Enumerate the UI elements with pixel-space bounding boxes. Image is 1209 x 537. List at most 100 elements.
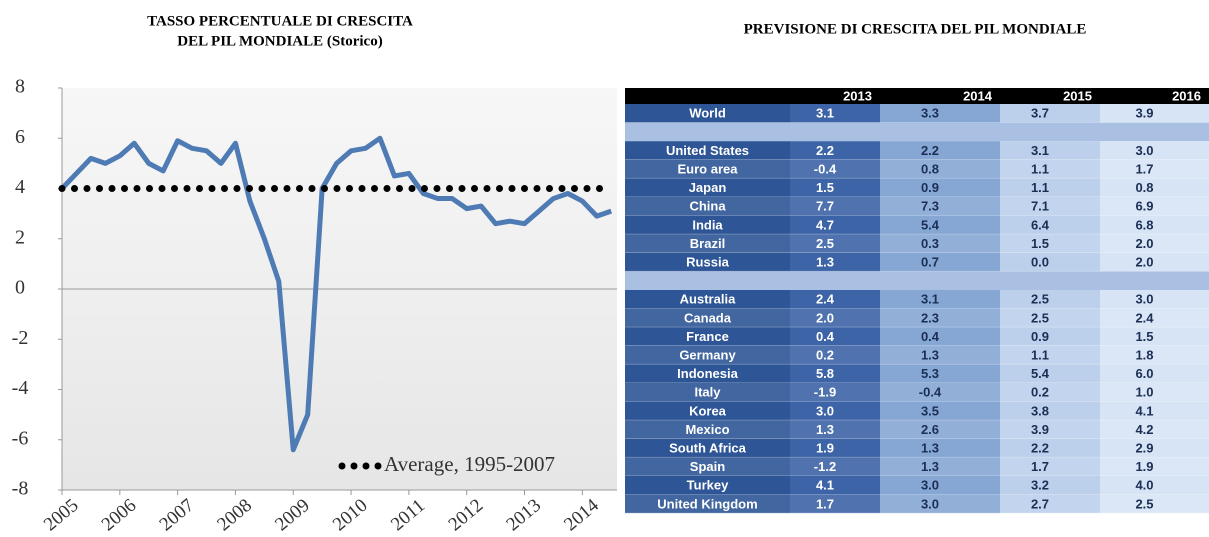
y-tick-label: 8	[15, 76, 25, 98]
cell-value: -1.2	[814, 459, 836, 474]
cell-value: 1.7	[1135, 162, 1153, 177]
cell-value: 3.3	[921, 106, 939, 121]
y-tick-label: -2	[12, 327, 29, 349]
cell-bg	[625, 420, 790, 439]
cell-bg	[880, 476, 1000, 495]
cell-value: 3.5	[921, 403, 939, 418]
cell-bg	[625, 327, 790, 346]
column-header: 2014	[963, 88, 993, 103]
cell-value: 3.2	[1031, 478, 1049, 493]
cell-value: 1.5	[1135, 329, 1153, 344]
cell-bg	[880, 290, 1000, 309]
row-label: Euro area	[678, 162, 739, 177]
cell-value: 3.1	[921, 292, 939, 307]
cell-value: 1.1	[1031, 348, 1049, 363]
cell-value: 0.8	[1135, 180, 1153, 195]
cell-value: 6.8	[1135, 217, 1153, 232]
cell-bg	[625, 457, 790, 476]
cell-value: 0.9	[1031, 329, 1049, 344]
cell-bg	[880, 159, 1000, 179]
row-label: World	[689, 106, 726, 121]
cell-value: 7.3	[921, 199, 939, 214]
cell-bg	[1100, 197, 1209, 216]
table-header-bg	[625, 88, 1209, 104]
cell-bg	[625, 178, 790, 197]
cell-bg	[1000, 234, 1100, 253]
cell-value: 1.3	[816, 255, 834, 270]
cell-bg	[1000, 345, 1100, 365]
cell-bg	[1000, 252, 1100, 272]
cell-bg	[880, 327, 1000, 346]
cell-bg	[790, 383, 880, 402]
cell-value: 3.7	[1031, 106, 1049, 121]
cell-bg	[625, 215, 790, 235]
cell-bg	[1000, 141, 1100, 160]
cell-bg	[790, 345, 880, 365]
cell-bg	[790, 104, 880, 123]
cell-bg	[625, 252, 790, 272]
cell-bg	[880, 141, 1000, 160]
cell-bg	[790, 290, 880, 309]
cell-bg	[790, 401, 880, 421]
cell-value: 7.7	[816, 199, 834, 214]
cell-bg	[1000, 476, 1100, 495]
cell-value: 1.3	[816, 422, 834, 437]
row-label: Australia	[680, 292, 736, 307]
row-label: India	[692, 217, 723, 232]
cell-value: 2.0	[816, 310, 834, 325]
cell-value: 4.1	[1135, 403, 1153, 418]
cell-value: 1.9	[816, 441, 834, 456]
cell-value: 1.1	[1031, 180, 1049, 195]
cell-bg	[625, 234, 790, 253]
cell-value: 6.9	[1135, 199, 1153, 214]
cell-bg	[625, 290, 790, 309]
x-tick-label: 2014	[560, 495, 603, 536]
cell-bg	[1100, 345, 1209, 365]
cell-bg	[880, 420, 1000, 439]
cell-value: 3.0	[816, 403, 834, 418]
x-tick-label: 2009	[271, 495, 314, 536]
row-label: United States	[666, 143, 749, 158]
cell-bg	[625, 494, 790, 514]
cell-bg	[880, 401, 1000, 421]
cell-bg	[625, 159, 790, 179]
cell-value: 2.4	[816, 292, 835, 307]
legend-label: Average, 1995-2007	[384, 452, 555, 476]
x-tick-label: 2005	[40, 495, 83, 536]
cell-value: 3.1	[1031, 143, 1049, 158]
cell-bg	[1000, 104, 1100, 123]
cell-bg	[880, 197, 1000, 216]
cell-value: 2.5	[1135, 496, 1153, 511]
cell-bg	[1100, 364, 1209, 383]
cell-bg	[1100, 215, 1209, 235]
cell-bg	[1000, 178, 1100, 197]
cell-bg	[790, 494, 880, 514]
x-tick-label: 2008	[213, 495, 256, 536]
cell-bg	[790, 215, 880, 235]
separator-row	[625, 122, 1209, 142]
cell-value: 2.2	[816, 143, 834, 158]
cell-bg	[1100, 494, 1209, 514]
y-tick-label: 0	[15, 277, 25, 299]
cell-value: 1.8	[1135, 348, 1153, 363]
cell-value: 0.4	[921, 329, 940, 344]
y-tick-label: -8	[12, 478, 29, 500]
cell-value: 0.2	[816, 348, 834, 363]
cell-bg	[790, 457, 880, 476]
y-tick-label: 6	[15, 126, 25, 148]
cell-bg	[1100, 290, 1209, 309]
cell-bg	[1000, 494, 1100, 514]
cell-value: 1.0	[1135, 385, 1153, 400]
cell-bg	[1100, 252, 1209, 272]
cell-value: 1.5	[816, 180, 834, 195]
chart-title: DEL PIL MONDIALE (Storico)	[177, 33, 382, 49]
y-tick-label: -4	[12, 377, 29, 399]
cell-bg	[1000, 308, 1100, 328]
cell-bg	[790, 197, 880, 216]
y-tick-label: 2	[15, 226, 25, 248]
cell-value: 1.3	[921, 441, 939, 456]
cell-bg	[1000, 420, 1100, 439]
row-label: Indonesia	[677, 366, 738, 381]
cell-value: 0.3	[921, 236, 939, 251]
cell-bg	[1000, 457, 1100, 476]
